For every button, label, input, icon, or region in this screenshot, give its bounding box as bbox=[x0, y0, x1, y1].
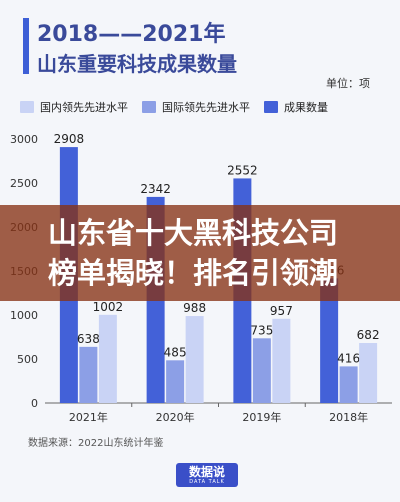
legend-item-international: 国际领先先进水平 bbox=[142, 99, 250, 115]
data-label: 682 bbox=[357, 328, 380, 342]
legend-label-international: 国际领先先进水平 bbox=[162, 101, 250, 114]
y-tick-label: 1000 bbox=[10, 309, 38, 322]
legend-item-domestic: 国内领先先进水平 bbox=[20, 99, 128, 115]
y-tick-label: 0 bbox=[31, 397, 38, 410]
x-tick-label: 2021年 bbox=[69, 410, 108, 424]
data-label: 416 bbox=[337, 351, 360, 365]
x-tick-label: 2020年 bbox=[156, 410, 195, 424]
bar bbox=[359, 342, 378, 403]
y-tick-label: 3000 bbox=[10, 133, 38, 146]
y-tick-label: 500 bbox=[17, 353, 38, 366]
legend-swatch-domestic bbox=[20, 101, 34, 113]
x-tick-label: 2019年 bbox=[242, 410, 281, 424]
legend-swatch-results bbox=[264, 101, 278, 113]
data-label: 735 bbox=[250, 323, 273, 337]
bar bbox=[320, 278, 339, 403]
legend-item-results: 成果数量 bbox=[264, 99, 328, 115]
data-label: 485 bbox=[164, 345, 187, 359]
data-label: 2908 bbox=[54, 132, 85, 146]
data-label: 2552 bbox=[227, 163, 258, 177]
data-label: 2342 bbox=[140, 182, 171, 196]
legend-label-results: 成果数量 bbox=[284, 101, 328, 114]
bar bbox=[339, 366, 358, 403]
bar bbox=[98, 314, 117, 403]
bar bbox=[272, 318, 291, 403]
legend-label-domestic: 国内领先先进水平 bbox=[40, 101, 128, 114]
bar bbox=[166, 360, 185, 403]
unit-label: 单位：项 bbox=[326, 77, 370, 90]
chart-title-years: 2018——2021年 bbox=[37, 22, 226, 47]
data-label: 1002 bbox=[93, 300, 124, 314]
bar bbox=[185, 316, 204, 403]
legend-swatch-international bbox=[142, 101, 156, 113]
headline-overlay: 山东省十大黑科技公司 榜单揭晓！排名引领潮 bbox=[0, 205, 400, 301]
data-label: 957 bbox=[270, 304, 293, 318]
chart-title: 山东重要科技成果数量 bbox=[37, 52, 237, 76]
headline-line-1: 山东省十大黑科技公司 bbox=[48, 216, 339, 250]
data-label: 988 bbox=[183, 301, 206, 315]
bar bbox=[79, 346, 98, 403]
data-label: 638 bbox=[77, 332, 100, 346]
source-note: 数据来源：2022山东统计年鉴 bbox=[28, 438, 164, 449]
headline-line-2: 榜单揭晓！排名引领潮 bbox=[48, 256, 339, 290]
data-talk-logo: 数据说 DATA TALK bbox=[176, 463, 238, 487]
legend: 国内领先先进水平 国际领先先进水平 成果数量 bbox=[20, 99, 328, 115]
title-accent-bar bbox=[23, 18, 29, 74]
bar bbox=[252, 338, 271, 403]
x-tick-label: 2018年 bbox=[329, 410, 368, 424]
y-tick-label: 2500 bbox=[10, 177, 38, 190]
